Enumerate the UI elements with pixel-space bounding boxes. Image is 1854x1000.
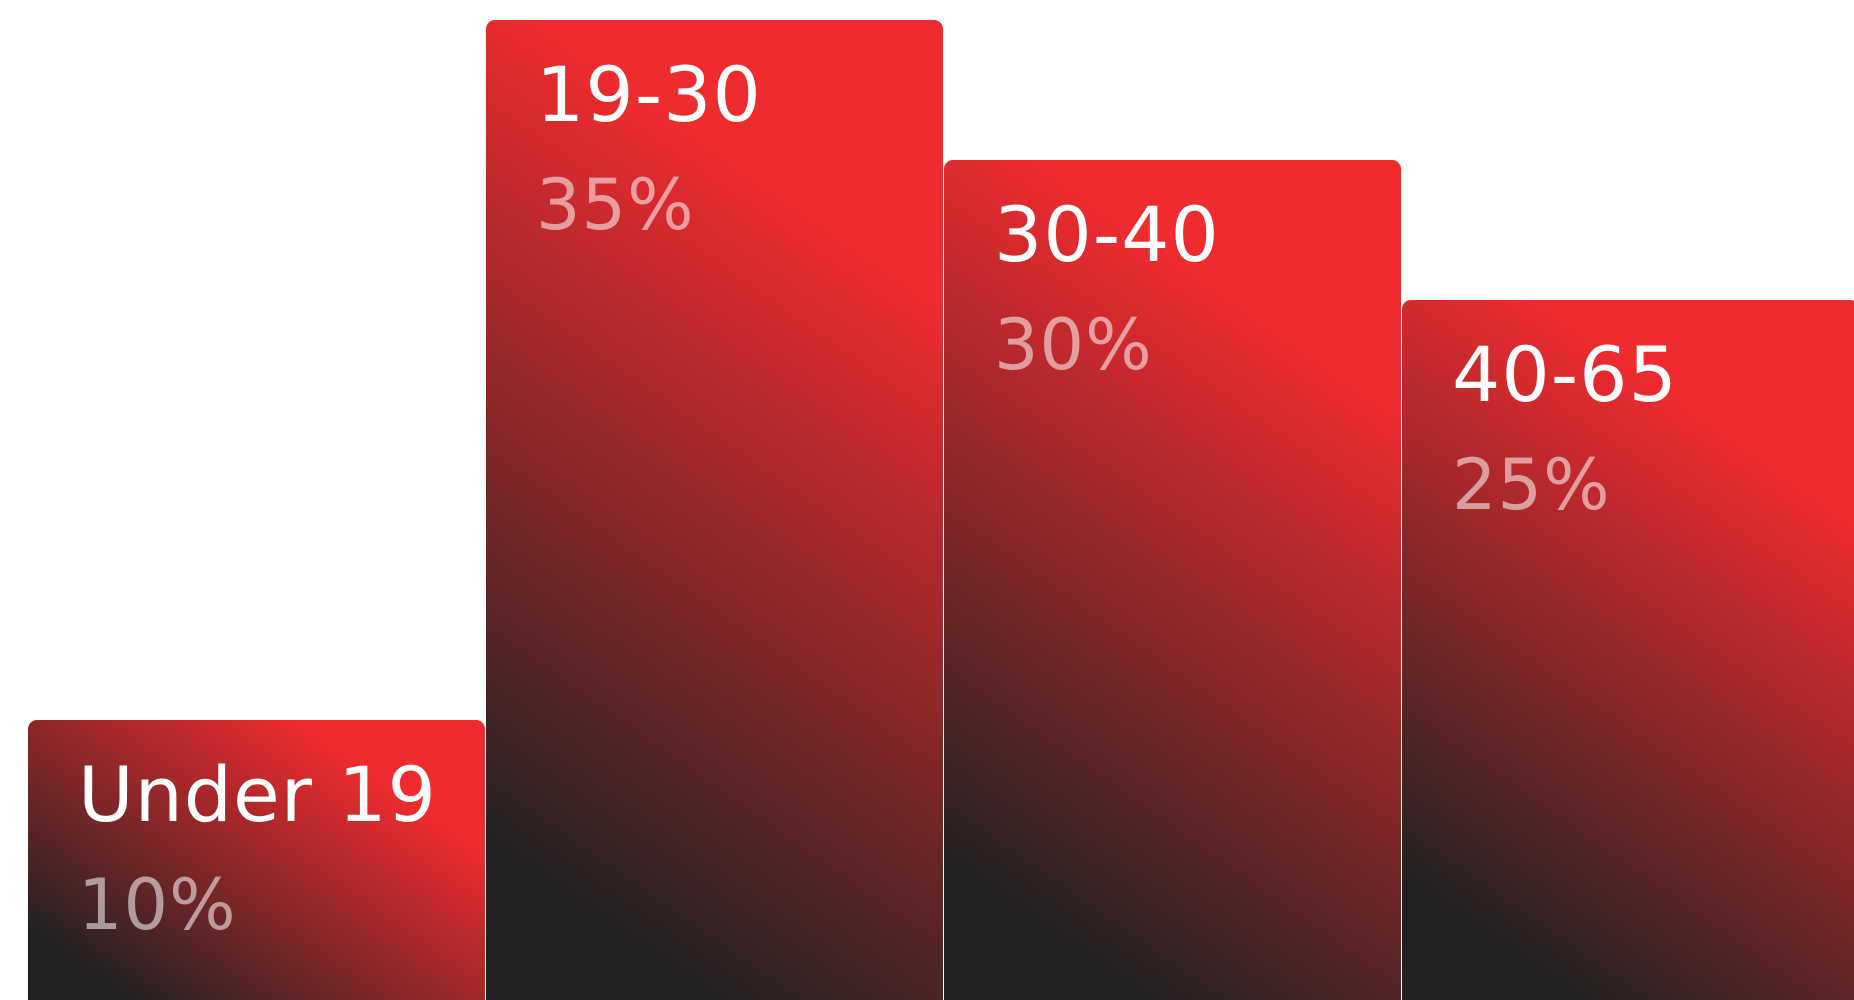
bar-value-label: 30% bbox=[994, 304, 1153, 386]
bar-under-19: Under 19 10% bbox=[28, 720, 485, 1000]
bar-19-30: 19-30 35% bbox=[486, 20, 943, 1000]
bar-category-label: Under 19 bbox=[78, 750, 437, 839]
bar-value-label: 25% bbox=[1452, 444, 1611, 526]
bar-category-label: 30-40 bbox=[994, 190, 1220, 279]
bar-40-65: 40-65 25% bbox=[1402, 300, 1854, 1000]
bar-category-label: 40-65 bbox=[1452, 330, 1678, 419]
bar-category-label: 19-30 bbox=[536, 50, 762, 139]
bar-value-label: 10% bbox=[78, 864, 237, 946]
bar-value-label: 35% bbox=[536, 164, 695, 246]
bar-30-40: 30-40 30% bbox=[944, 160, 1401, 1000]
